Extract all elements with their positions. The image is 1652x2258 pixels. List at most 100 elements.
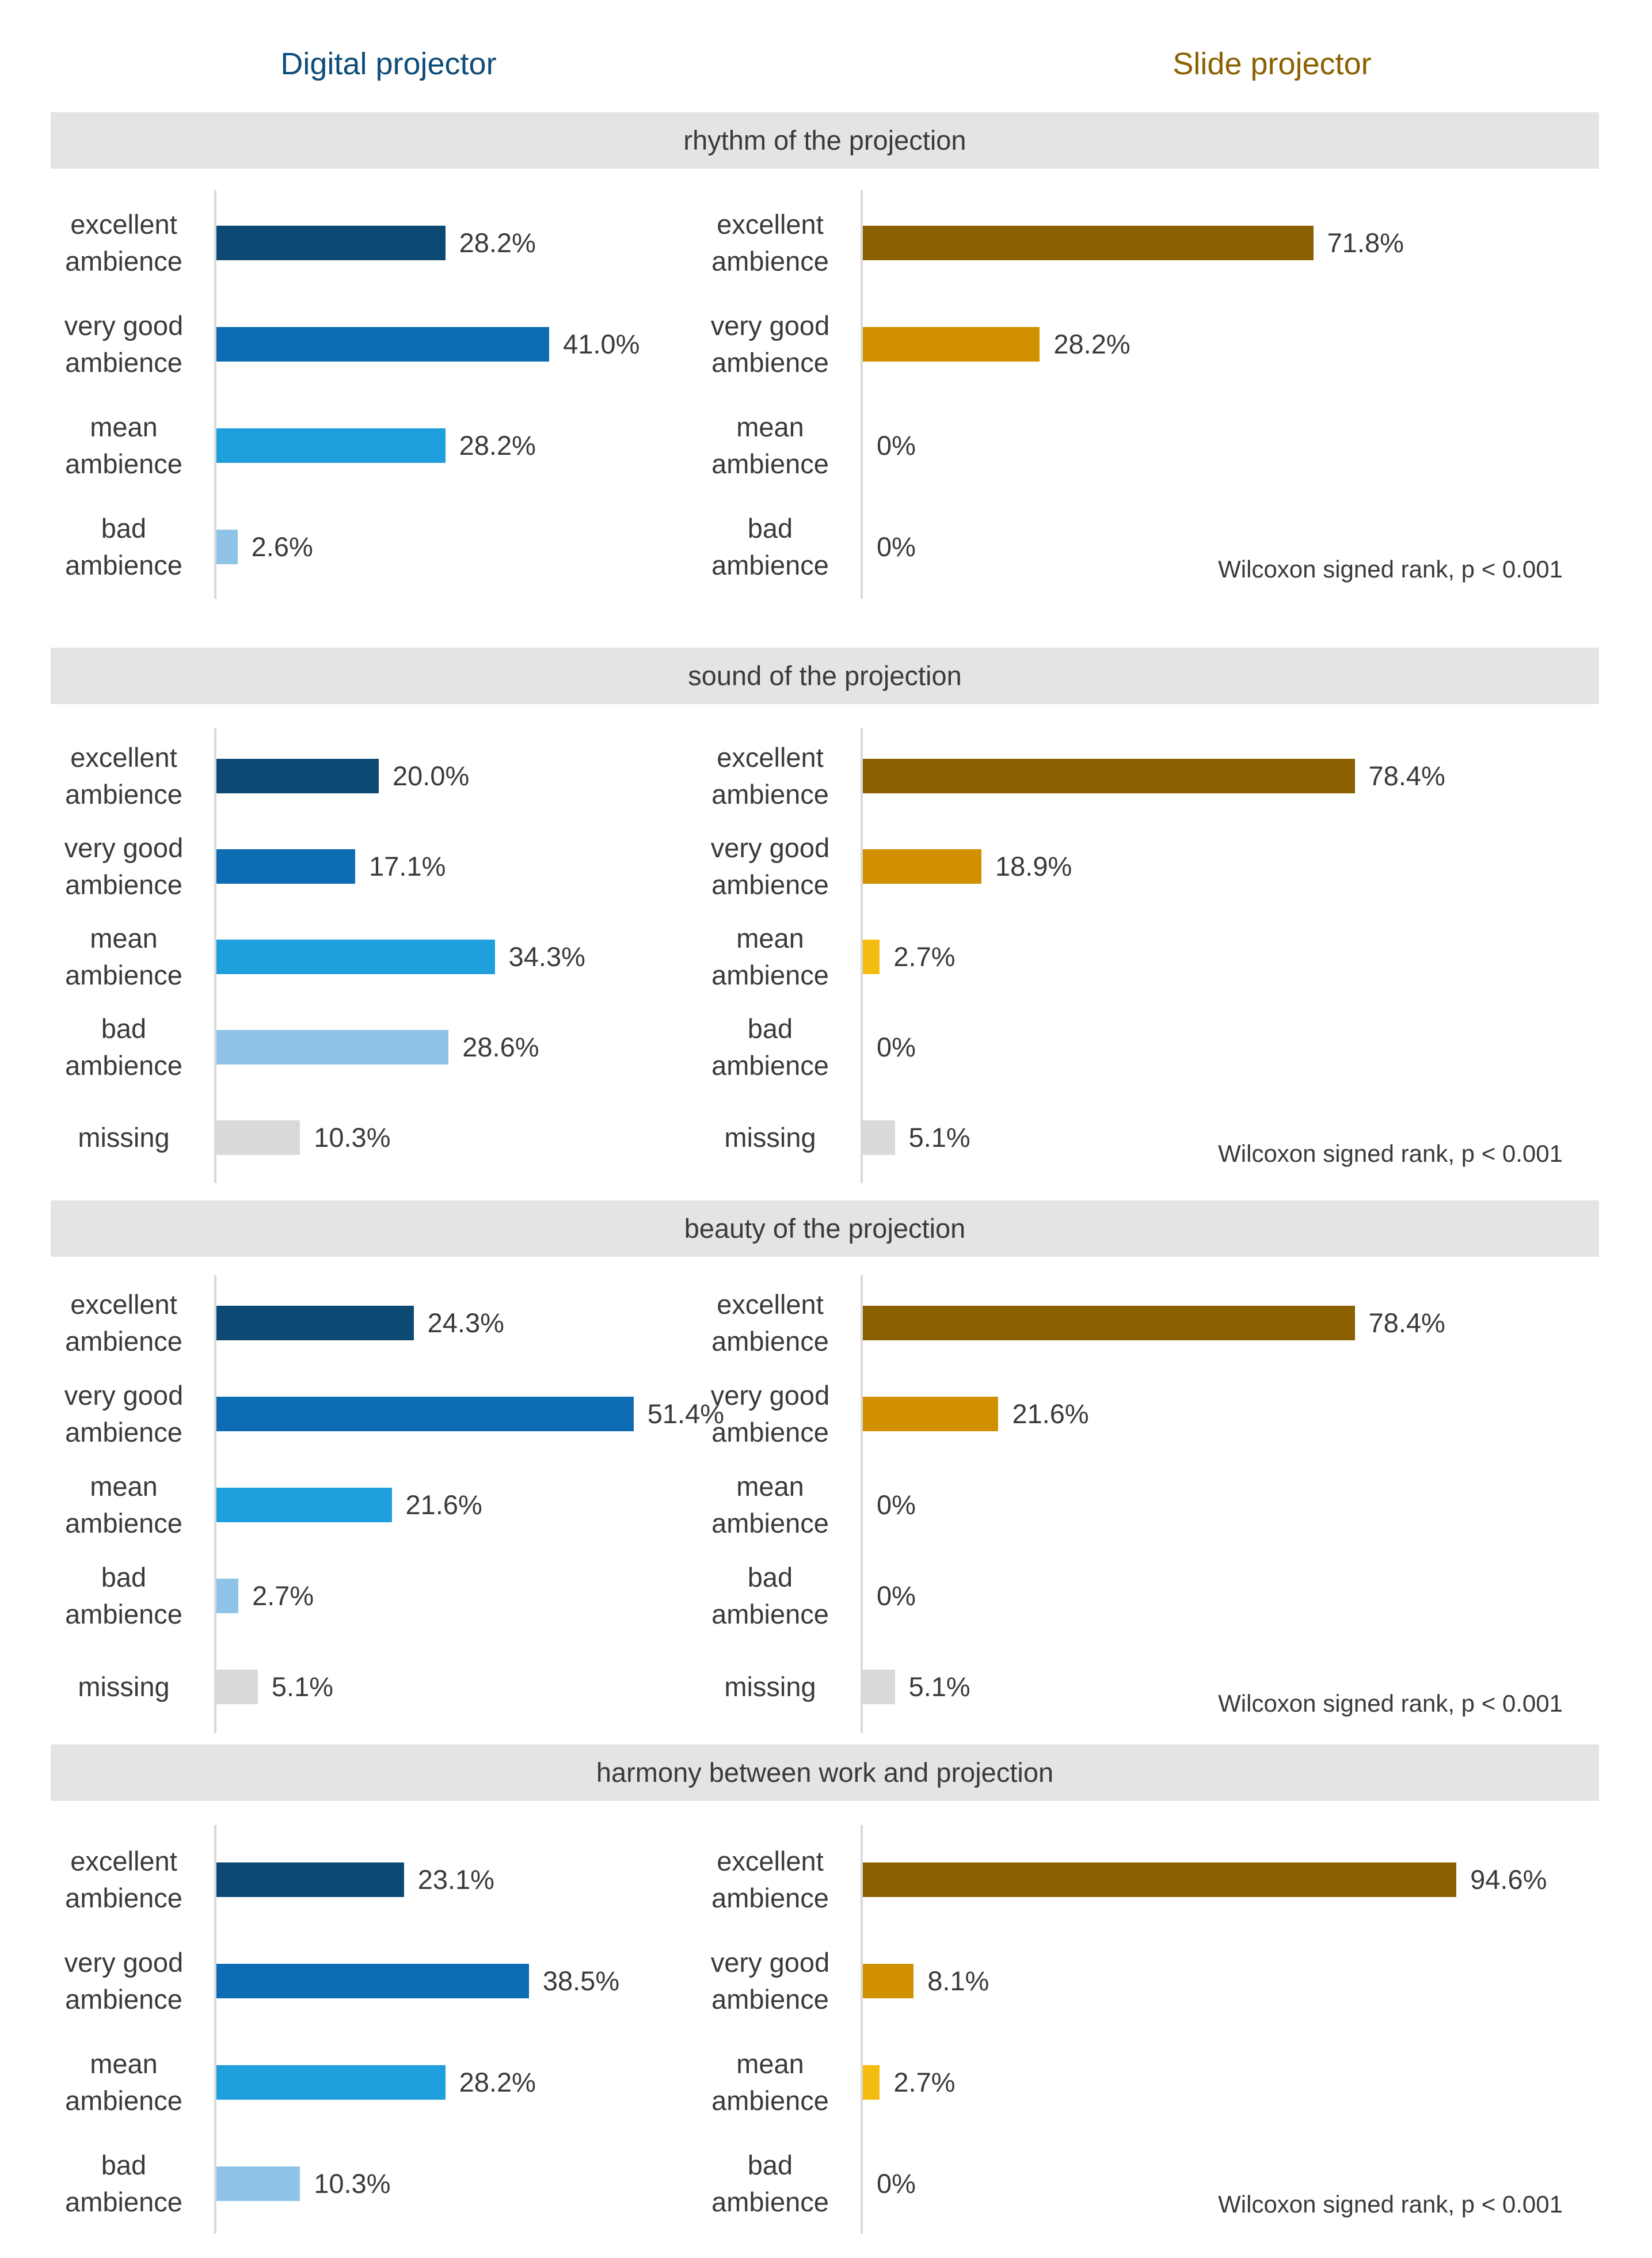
bar [216,1306,414,1340]
category-label: mean ambience [65,412,182,479]
data-label: 0% [877,1580,916,1611]
data-label: 5.1% [908,1671,970,1702]
bar [863,1862,1457,1897]
bar [863,1964,914,1998]
data-label: 0% [877,2168,916,2199]
category-label: very good ambience [64,1947,184,2014]
axis-line [214,1275,216,1733]
data-label: 51.4% [647,1398,725,1429]
category-label: very good ambience [64,1380,184,1447]
category-label: excellent ambience [65,1846,182,1913]
category-label: bad ambience [711,2150,829,2217]
category-label: bad ambience [65,1013,182,1081]
significance-note: Wilcoxon signed rank, p < 0.001 [1218,1690,1563,1717]
category-label: bad ambience [711,1562,829,1629]
bar [216,1397,634,1431]
data-label: 5.1% [908,1122,970,1153]
category-label: excellent ambience [65,1289,182,1356]
category-label: mean ambience [711,412,829,479]
bar [863,1670,895,1704]
bar [216,2166,300,2201]
category-label: excellent ambience [711,209,829,276]
category-label: missing [78,1671,170,1702]
axis-line [214,728,216,1183]
data-label: 10.3% [314,2168,391,2199]
digital-projector-title: Digital projector [280,47,497,81]
axis-line [214,1825,216,2234]
bar [863,759,1355,793]
data-label: 28.2% [1053,329,1130,359]
category-label: mean ambience [65,923,182,990]
data-label: 0% [877,430,916,461]
data-label: 18.9% [995,851,1072,881]
bar [863,327,1040,362]
data-label: 17.1% [369,851,446,881]
category-label: excellent ambience [711,1289,829,1356]
bar [216,1488,392,1522]
data-label: 28.2% [459,227,536,258]
data-label: 28.2% [459,430,536,461]
bar [216,1670,258,1704]
slide-projector-title: Slide projector [1173,47,1372,81]
bar [863,940,880,974]
data-label: 2.7% [893,2067,956,2097]
bar [863,1397,999,1431]
data-label: 8.1% [927,1966,989,1996]
bar [216,849,356,884]
bar [216,1030,449,1065]
data-label: 71.8% [1327,227,1404,258]
data-label: 0% [877,1489,916,1520]
axis-line [861,190,863,599]
bar [216,1579,239,1613]
bar [863,2065,880,2100]
category-label: bad ambience [65,1562,182,1629]
section-title: rhythm of the projection [51,112,1599,169]
category-label: very good ambience [710,1380,830,1447]
category-label: mean ambience [65,1471,182,1538]
category-label: missing [724,1671,816,1702]
data-label: 41.0% [563,329,640,359]
category-label: very good ambience [710,310,830,378]
significance-note: Wilcoxon signed rank, p < 0.001 [1218,556,1563,583]
category-label: mean ambience [711,923,829,990]
data-label: 23.1% [417,1864,494,1895]
bar [216,530,238,564]
data-label: 2.7% [252,1580,314,1611]
section-title: harmony between work and projection [51,1744,1599,1801]
data-label: 5.1% [271,1671,334,1702]
category-label: missing [724,1122,816,1153]
data-label: 34.3% [508,941,585,972]
axis-line [861,1275,863,1733]
data-label: 24.3% [427,1307,504,1338]
category-label: excellent ambience [65,742,182,809]
data-label: 78.4% [1368,761,1445,791]
category-label: mean ambience [65,2048,182,2116]
category-label: very good ambience [64,310,184,378]
bar [216,2065,446,2100]
axis-line [861,1825,863,2234]
bar [863,849,981,884]
bar [863,1306,1355,1340]
bar [216,1964,529,1998]
data-label: 0% [877,531,916,562]
category-label: excellent ambience [711,1846,829,1913]
category-label: bad ambience [65,513,182,580]
bar [863,226,1314,260]
data-label: 21.6% [1012,1398,1089,1429]
data-label: 38.5% [542,1966,620,1996]
bar [216,327,550,362]
bar [216,428,446,463]
data-label: 28.6% [462,1032,539,1062]
data-label: 0% [877,1032,916,1062]
data-label: 28.2% [459,2067,536,2097]
category-label: very good ambience [710,833,830,900]
bar [216,759,379,793]
category-label: very good ambience [710,1947,830,2014]
category-label: bad ambience [711,1013,829,1081]
data-label: 78.4% [1368,1307,1445,1338]
bar [863,1120,895,1155]
bar [216,940,495,974]
bar [216,226,446,260]
bar [216,1120,300,1155]
data-label: 2.6% [251,531,313,562]
